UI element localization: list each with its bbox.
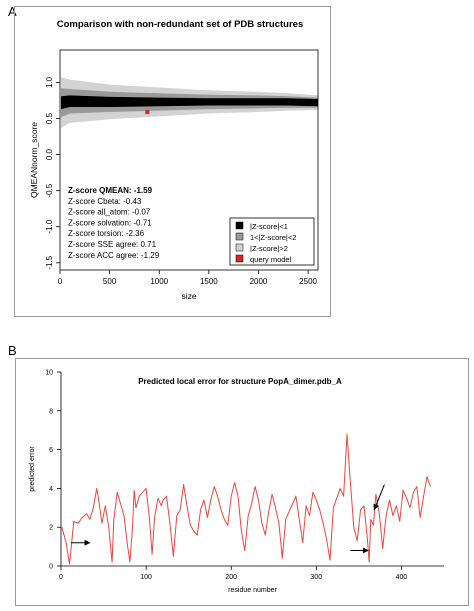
x-tick-label-a: 500 [103,277,117,286]
legend-a-swatch [235,221,244,230]
x-tick-label-a: 2500 [299,277,317,286]
y-tick-label-a: -0.5 [45,183,54,197]
legend-a-swatch [235,254,244,263]
panel-b-label: B [8,343,17,358]
y-tick-label-a: 0.5 [45,112,54,124]
chart-b-title: Predicted local error for structure PopA… [138,377,342,386]
y-axis-label-a: QMEANnorm_score [29,122,39,198]
zscore-stat-line: Z-score ACC agree: -1.29 [68,251,160,260]
annotation-arrow [373,484,385,511]
zscore-stat-line: Z-score all_atom: -0.07 [68,208,151,217]
panel-a-label: A [8,4,17,19]
y-tick-label-b: 8 [49,408,53,415]
legend-a-label: 1<|Z-score|<2 [250,233,296,242]
x-tick-label-b: 0 [59,574,63,581]
x-tick-label-b: 300 [310,574,322,581]
zscore-stat-line: Z-score SSE agree: 0.71 [68,240,157,249]
legend-a-swatch [235,232,244,241]
legend-a-swatch [235,243,244,252]
x-tick-label-b: 400 [396,574,408,581]
inner-band [61,95,318,110]
zscore-stat-line: Z-score Cbeta: -0.43 [68,197,142,206]
zscore-stat-line: Z-score QMEAN: -1.59 [68,186,153,195]
x-axis-label-b: residue number [228,587,277,594]
plot-a-box [59,49,319,271]
panel-b-frame [15,358,469,606]
x-tick-label-a: 0 [58,277,63,286]
x-tick-label-a: 2000 [250,277,268,286]
y-tick-label-a: -1.0 [45,219,54,233]
legend-a-label: query model [250,255,292,264]
zscore-stat-line: Z-score solvation: -0.71 [68,218,152,227]
y-tick-label-b: 0 [49,564,53,571]
y-tick-label-b: 4 [49,486,53,493]
predicted-error-line [61,433,431,565]
x-axis-label-a: size [181,291,196,301]
x-tick-label-a: 1000 [150,277,168,286]
y-axis-label-b: predicted error [29,446,36,492]
x-tick-label-b: 100 [140,574,152,581]
y-tick-label-a: 1.0 [45,76,54,88]
legend-a-box [229,217,315,266]
query-model-point [145,110,150,115]
y-tick-label-a: -1.5 [45,255,54,269]
reference-distribution [61,77,318,128]
y-tick-label-b: 10 [45,370,53,377]
y-tick-label-b: 2 [49,525,53,532]
x-tick-label-a: 1500 [200,277,218,286]
y-tick-label-a: 0.0 [45,148,54,160]
y-tick-label-b: 6 [49,447,53,454]
legend-a: |Z-score|<1 1<|Z-score|<2 |Z-score|>2 query… [229,217,315,266]
zscore-stat-line: Z-score torsion: -2.36 [68,229,145,238]
panel-a-frame [14,6,331,317]
chart-a-title: Comparison with non-redundant set of PDB… [57,19,304,30]
x-tick-label-b: 200 [225,574,237,581]
legend-a-label: |Z-score|<1 [250,222,288,231]
legend-a-label: |Z-score|>2 [250,244,288,253]
